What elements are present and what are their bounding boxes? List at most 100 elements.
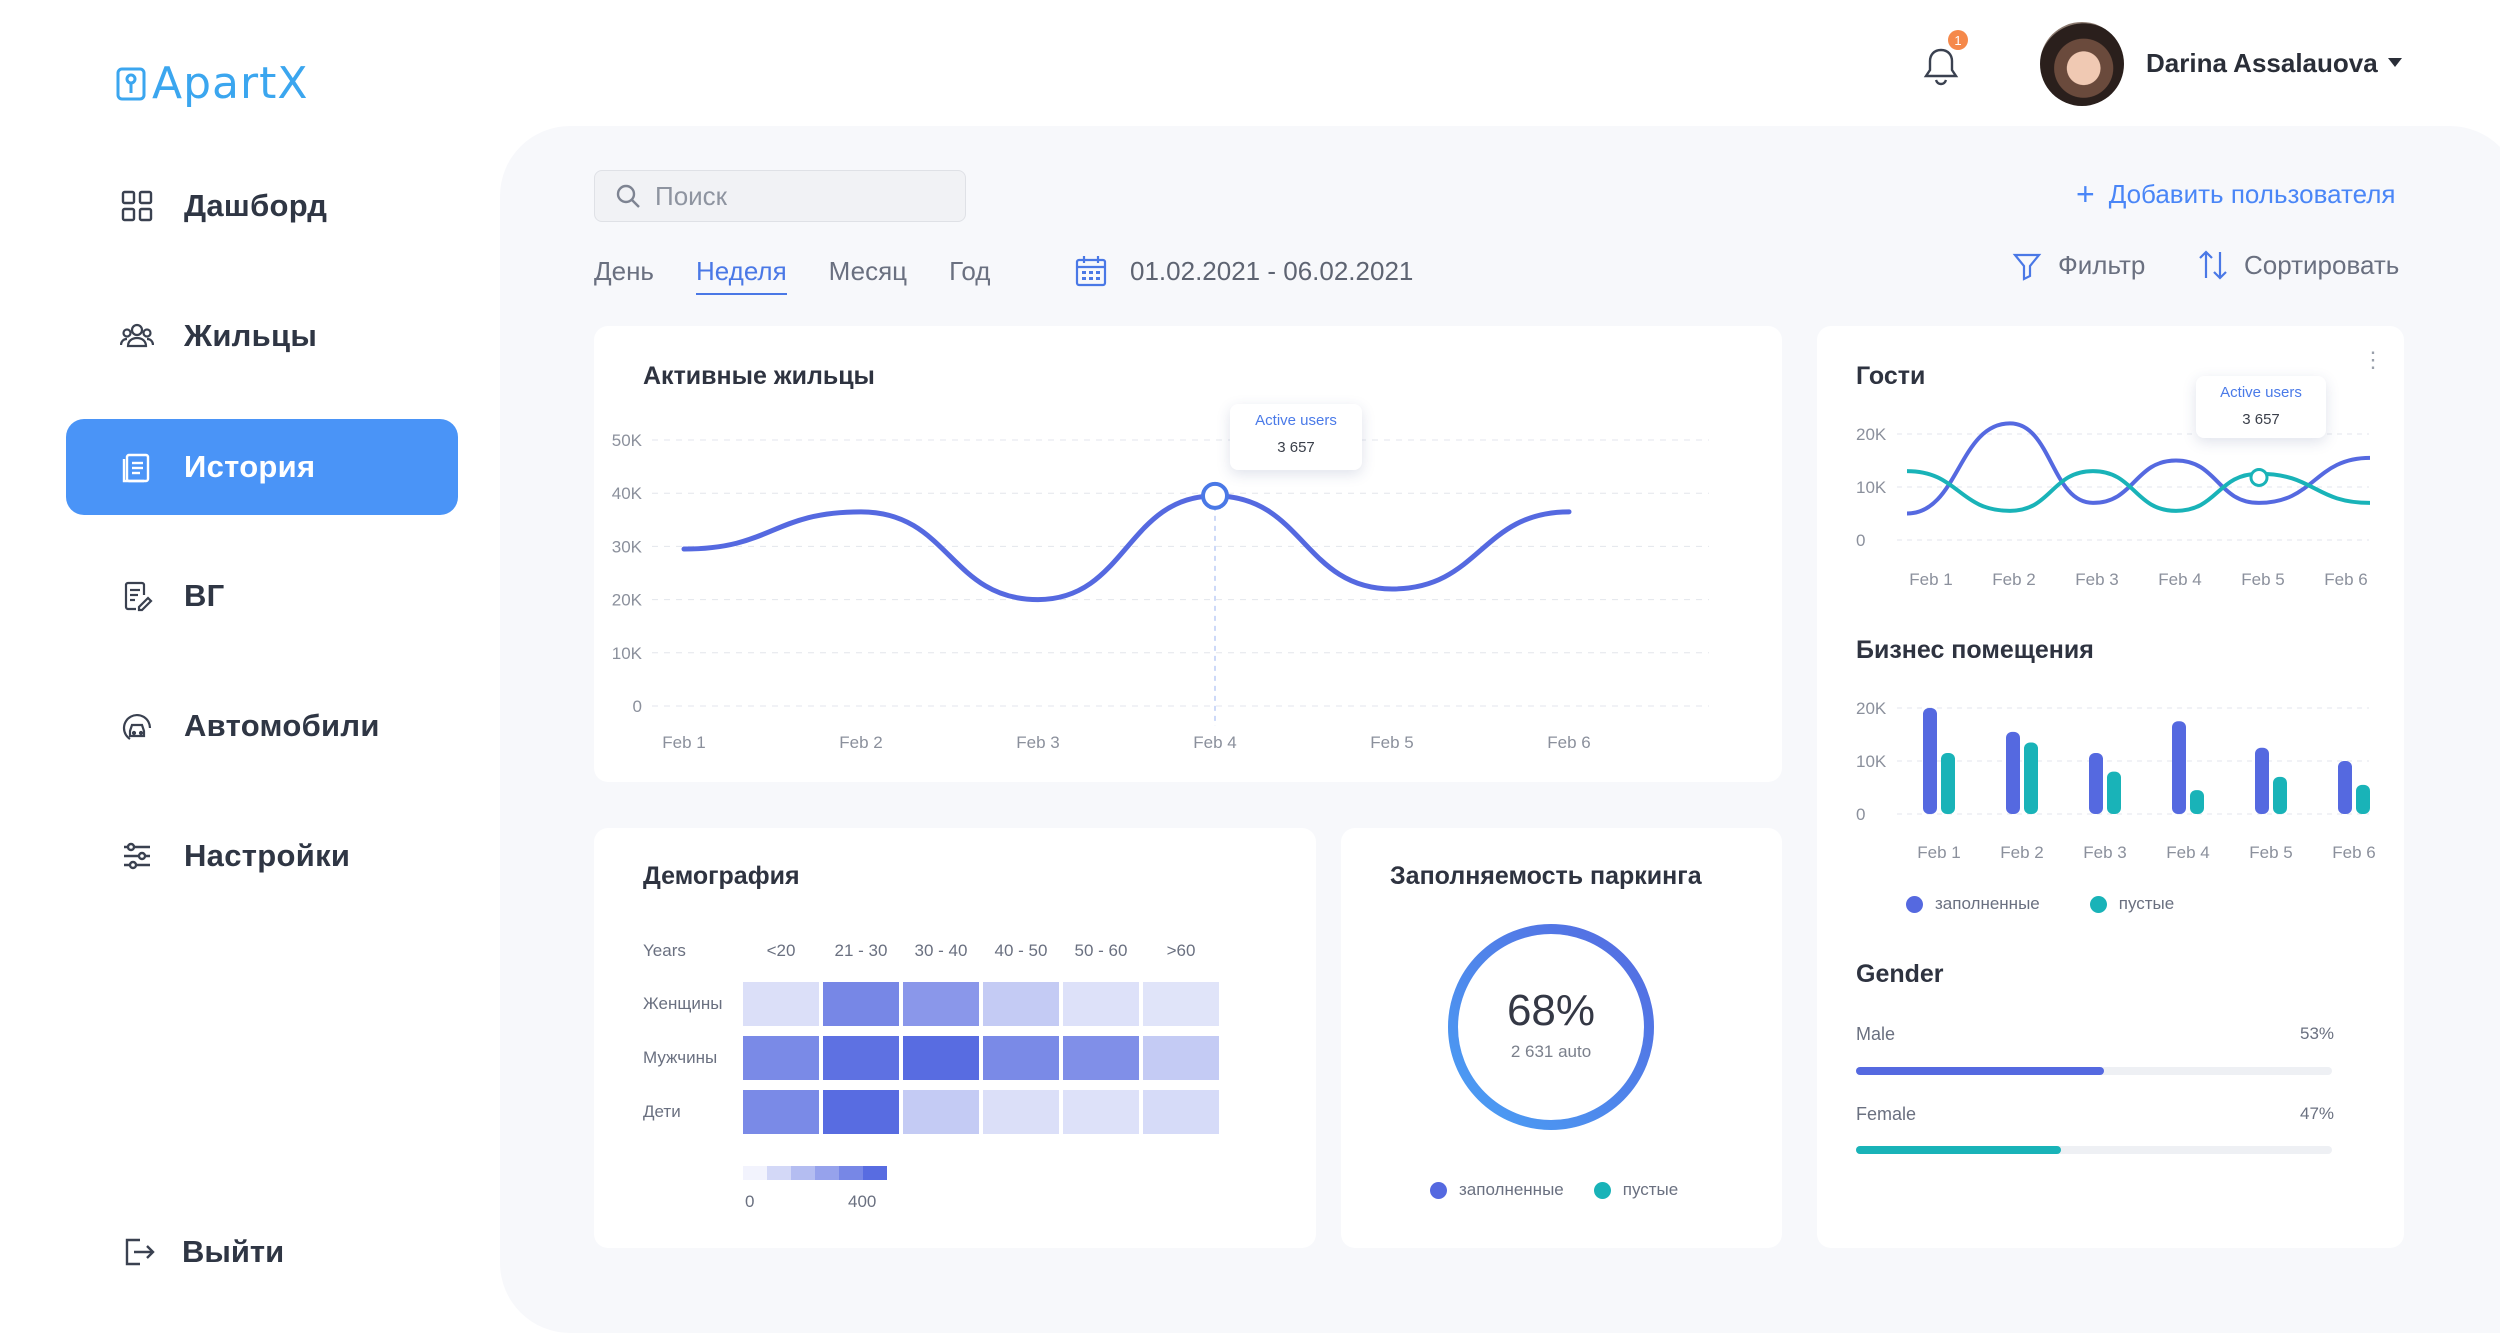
- tab-week[interactable]: Неделя: [695, 256, 787, 295]
- x-tick-label: Feb 2: [1992, 570, 2035, 589]
- app-logo[interactable]: ApartX: [116, 58, 308, 109]
- date-range-picker[interactable]: 01.02.2021 - 06.02.2021: [1074, 254, 1413, 288]
- heatmap-cell[interactable]: [1063, 982, 1139, 1026]
- heatmap-cell[interactable]: [903, 982, 979, 1026]
- legend-dot-filled: [1906, 895, 1923, 913]
- tab-year[interactable]: Год: [949, 256, 991, 286]
- search-icon: [616, 184, 640, 208]
- search-input[interactable]: [655, 180, 935, 212]
- bar: [2024, 742, 2038, 814]
- heatmap-cell[interactable]: [983, 1090, 1059, 1134]
- highlight-point: [1201, 481, 1229, 510]
- heatmap-scale-swatch: [863, 1166, 887, 1180]
- sliders-icon: [124, 842, 150, 870]
- sidebar-item-settings[interactable]: Настройки: [66, 808, 458, 904]
- heatmap-cell[interactable]: [1063, 1090, 1139, 1134]
- heatmap-cell[interactable]: [983, 982, 1059, 1026]
- y-tick-label: 20K: [1856, 425, 1887, 444]
- sidebar-item-history[interactable]: История: [66, 419, 458, 515]
- add-user-label: Добавить пользователя: [2108, 178, 2396, 209]
- business-chart: 0 10K 20K Feb 1 Feb 2 Feb 3 Feb 4 Feb 5 Feb 6: [1856, 699, 2376, 862]
- notification-badge: 1: [1948, 30, 1968, 50]
- heatmap-column-label: 50 - 60: [1074, 941, 1128, 960]
- active-residents-card: [594, 326, 1782, 782]
- heatmap-column-label: >60: [1166, 941, 1196, 960]
- tooltip-label: Active users: [2220, 384, 2302, 401]
- tab-day[interactable]: День: [594, 256, 654, 286]
- x-tick-label: Feb 1: [1909, 570, 1952, 589]
- user-name[interactable]: Darina Assalauova: [2146, 48, 2378, 78]
- more-icon[interactable]: ⋮: [2362, 347, 2384, 372]
- legend-dot-empty: [1593, 1181, 1611, 1199]
- y-tick-label: 0: [1856, 531, 1865, 550]
- gender-female-value: 47%: [2300, 1104, 2335, 1123]
- add-user-button[interactable]: + Добавить пользователя: [2076, 178, 2395, 210]
- bar: [1941, 753, 1955, 814]
- filter-button[interactable]: Фильтр: [2012, 250, 2145, 281]
- bar: [2273, 776, 2287, 814]
- sidebar-item-cars[interactable]: Автомобили: [66, 678, 458, 774]
- logout-button[interactable]: Выйти: [120, 1234, 284, 1270]
- sidebar-item-residents[interactable]: Жильцы: [66, 288, 458, 384]
- heatmap-cell[interactable]: [903, 1090, 979, 1134]
- tooltip-value: 3 657: [1277, 439, 1315, 456]
- sidebar-item-label: Жильцы: [184, 318, 318, 353]
- x-tick-label: Feb 3: [1016, 733, 1059, 752]
- bell-icon[interactable]: [1920, 44, 1962, 88]
- legend-label-empty: пустые: [1622, 1180, 1679, 1199]
- heatmap-cell[interactable]: [903, 1036, 979, 1080]
- parking-gauge: [1448, 924, 1654, 1130]
- edit-document-icon: [124, 581, 153, 612]
- bar: [2006, 731, 2020, 814]
- heatmap-cell[interactable]: [743, 1090, 819, 1134]
- search-box[interactable]: [594, 170, 966, 222]
- heatmap-cell[interactable]: [823, 1036, 899, 1080]
- heatmap-cell[interactable]: [743, 982, 819, 1026]
- calendar-icon: [1075, 256, 1107, 287]
- legend-label-empty: пустые: [2118, 894, 2175, 913]
- heatmap-cell[interactable]: [1143, 1090, 1219, 1134]
- heatmap-cell[interactable]: [823, 1090, 899, 1134]
- x-tick-label: Feb 4: [2166, 843, 2209, 862]
- x-tick-label: Feb 5: [2249, 843, 2292, 862]
- tooltip-label: Active users: [1255, 412, 1337, 429]
- bar: [2172, 721, 2186, 814]
- users-icon: [120, 323, 154, 348]
- heatmap-cell[interactable]: [1063, 1036, 1139, 1080]
- y-tick-label: 50K: [612, 431, 643, 450]
- gauge-fill: [1448, 924, 1654, 1130]
- chevron-down-icon[interactable]: [2388, 58, 2402, 67]
- bar: [1923, 708, 1937, 814]
- heatmap-scale-label: 0: [745, 1192, 755, 1211]
- parking-title: Заполняемость паркинга: [1390, 862, 1702, 890]
- legend-label-filled: заполненные: [1935, 894, 2040, 913]
- sort-button[interactable]: Сортировать: [2196, 248, 2399, 282]
- guests-title: Гости: [1856, 362, 1926, 390]
- heatmap-scale-swatch: [767, 1166, 791, 1180]
- avatar[interactable]: [2040, 22, 2124, 106]
- heatmap-cell[interactable]: [1143, 1036, 1219, 1080]
- heatmap-scale-swatch: [815, 1166, 839, 1180]
- filter-label: Фильтр: [2058, 250, 2146, 280]
- parking-legend: заполненные пустые: [1430, 1180, 1678, 1200]
- gender-male-bar: [1856, 1067, 2104, 1075]
- heatmap-cell[interactable]: [1143, 982, 1219, 1026]
- guests-chart: 0 10K 20K Feb 1 Feb 2 Feb 3 Feb 4 Feb 5 Feb 6: [1856, 421, 2371, 589]
- active-users-tooltip: Active users 3 657: [1230, 404, 1362, 470]
- grid-icon: [121, 190, 153, 222]
- y-tick-label: 30K: [612, 537, 643, 556]
- heatmap-cell[interactable]: [743, 1036, 819, 1080]
- heatmap-cell[interactable]: [823, 982, 899, 1026]
- x-tick-label: Feb 3: [2083, 843, 2126, 862]
- gender-female-track: [1856, 1146, 2332, 1154]
- logo-text: ApartX: [152, 58, 309, 109]
- heatmap-cell[interactable]: [983, 1036, 1059, 1080]
- sort-icon: [2199, 250, 2227, 280]
- sidebar-item-dashboard[interactable]: Дашборд: [66, 158, 458, 254]
- filter-icon: [2012, 253, 2042, 281]
- sidebar-item-vg[interactable]: ВГ: [66, 548, 458, 644]
- bar: [2107, 771, 2121, 814]
- x-tick-label: Feb 4: [2158, 570, 2201, 589]
- tab-month[interactable]: Месяц: [828, 256, 908, 286]
- heatmap-row-label: Мужчины: [643, 1048, 718, 1067]
